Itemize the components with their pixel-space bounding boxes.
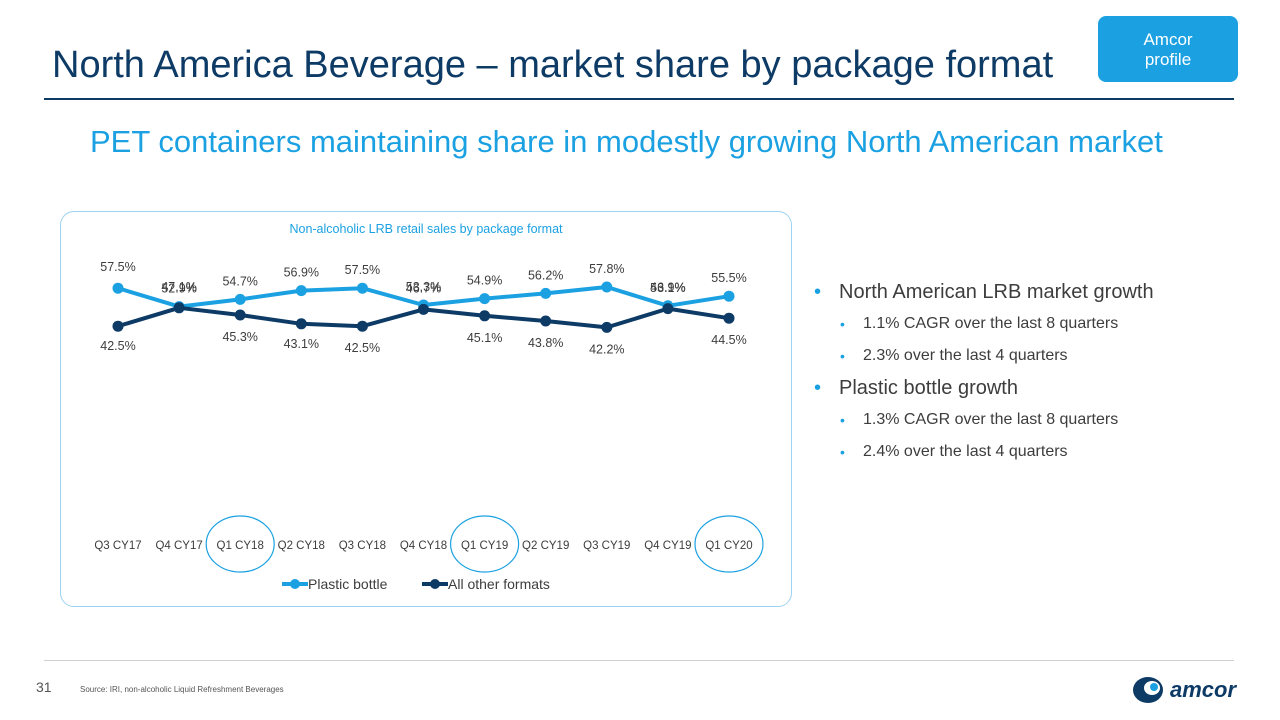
bullet-list: • North American LRB market growth • 1.1% … [812,278,1252,470]
data-point [601,281,613,293]
data-label: 54.7% [222,274,257,288]
data-label: 57.5% [345,263,380,277]
data-label: 42.2% [589,342,624,356]
bullet-dot: • [840,412,845,428]
data-point [540,287,552,299]
x-tick-label: Q4 CY17 [155,540,202,552]
highlight-circle [450,515,520,573]
bullet-item: • Plastic bottle growth [812,374,1252,406]
data-point [418,303,429,315]
data-label: 46.9% [650,281,685,295]
bullet-item: • 2.3% over the last 4 quarters [812,342,1252,374]
bullet-dot: • [814,281,822,303]
market-share-chart: Non-alcoholic LRB retail sales by packag… [94,222,764,592]
logo-wordmark: amcor [1170,677,1237,702]
data-label: 47.1% [161,280,196,294]
page-subtitle: PET containers maintaining share in mode… [90,124,1163,159]
data-label: 57.8% [589,262,624,276]
bullet-text: Plastic bottle growth [839,377,1018,399]
x-tick-label: Q1 CY20 [705,540,752,552]
data-point [234,309,246,321]
data-point [601,321,613,333]
x-tick-label: Q2 CY18 [278,540,325,552]
bullet-item: • 1.1% CAGR over the last 8 quarters [812,310,1252,342]
amcor-logo: amcor [1130,672,1237,708]
bullet-text: 2.3% over the last 4 quarters [863,347,1068,364]
chart-panel [60,211,792,607]
data-label: 42.5% [100,339,135,353]
data-label: 53.3% [406,280,441,294]
x-tick-label: Q4 CY19 [644,540,691,552]
bullet-item: • 2.4% over the last 4 quarters [812,438,1252,470]
x-tick-label: Q4 CY18 [400,540,447,552]
title-divider [44,98,1234,100]
source-note: Source: IRI, non-alcoholic Liquid Refres… [80,685,284,694]
page-number: 31 [36,679,52,695]
x-tick-label: Q1 CY18 [217,540,264,552]
badge-line-1: Amcor [1143,30,1193,49]
bullet-text: North American LRB market growth [839,281,1154,303]
page-title: North America Beverage – market share by… [52,44,1054,86]
data-label: 56.9% [284,266,319,280]
legend-label: All other formats [448,576,550,592]
x-tick-label: Q3 CY18 [339,540,386,552]
highlight-circle [694,515,764,573]
x-tick-label: Q1 CY19 [461,540,508,552]
bullet-dot: • [840,444,845,460]
legend-marker [290,579,300,589]
data-point [723,290,735,302]
data-point [723,312,735,324]
bullet-dot: • [840,348,845,364]
bullet-dot: • [814,377,822,399]
data-point [356,320,368,332]
footer-divider [44,660,1234,661]
data-point [173,302,185,314]
bullet-text: 1.3% CAGR over the last 8 quarters [863,411,1119,428]
chart-title: Non-alcoholic LRB retail sales by packag… [289,222,563,236]
data-label: 43.1% [284,337,319,351]
data-label: 56.2% [528,268,563,282]
data-point [479,293,491,305]
data-label: 45.1% [467,331,502,345]
data-label: 55.5% [711,271,746,285]
data-point [112,320,124,332]
amcor-logo-mark [1133,677,1163,703]
bullet-item: • 1.3% CAGR over the last 8 quarters [812,406,1252,438]
legend-marker [430,579,440,589]
data-label: 53.1% [650,281,685,295]
data-label: 43.8% [528,336,563,350]
x-tick-label: Q3 CY19 [583,540,630,552]
data-label: 45.3% [222,330,257,344]
data-point [540,315,552,327]
data-point [356,282,368,294]
data-label: 44.5% [711,333,746,347]
bullet-text: 1.1% CAGR over the last 8 quarters [863,315,1119,332]
data-label: 42.5% [345,341,380,355]
legend-label: Plastic bottle [308,576,388,592]
data-point [295,318,307,330]
highlight-circle [205,515,275,573]
bullet-item: • North American LRB market growth [812,278,1252,310]
data-point [662,303,674,315]
data-label: 46.7% [406,281,441,295]
data-point [479,310,491,322]
data-label: 57.5% [100,260,135,274]
x-tick-label: Q2 CY19 [522,540,569,552]
data-point [234,293,246,305]
data-point [295,285,307,297]
data-label: 52.9% [161,282,196,296]
badge-line-2: profile [1144,50,1192,69]
data-label: 54.9% [467,274,502,288]
amcor-profile-button[interactable]: Amcor profile [1098,16,1238,82]
data-point [112,282,124,294]
bullet-dot: • [840,316,845,332]
x-tick-label: Q3 CY17 [94,540,141,552]
bullet-text: 2.4% over the last 4 quarters [863,443,1068,460]
